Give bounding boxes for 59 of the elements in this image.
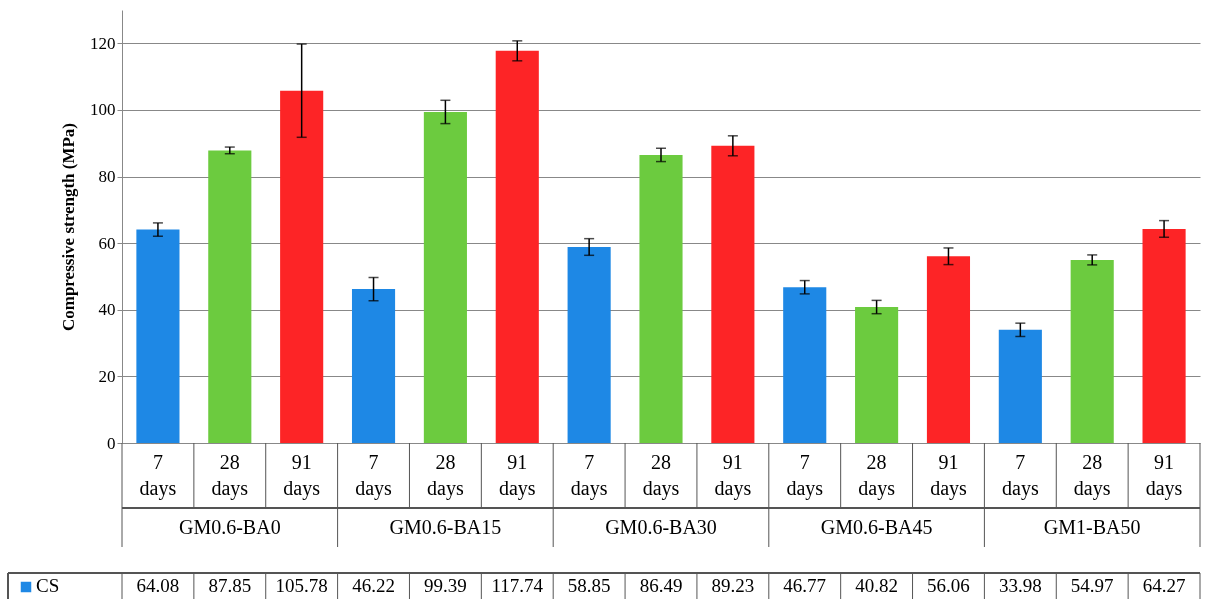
x-tick-label: 91 days — [498, 451, 536, 500]
legend-label: CS — [36, 575, 60, 596]
x-tick-label: 7 days — [355, 451, 393, 500]
text: GM0.6-BA30 — [605, 516, 717, 538]
x-tick-label: 7 days — [786, 451, 824, 500]
data-label: 89.23 — [711, 575, 755, 596]
bar — [1142, 228, 1186, 443]
x-tick-label: 91 days — [1145, 451, 1183, 500]
text: GM0.6-BA0 — [178, 516, 281, 538]
x-tick-label: 7 days — [570, 451, 608, 500]
bar — [639, 154, 683, 443]
x-tick-label: 28 days — [427, 451, 464, 500]
data-label: 64.27 — [1142, 575, 1186, 596]
bar — [351, 289, 396, 443]
data-label: 99.39 — [424, 575, 467, 596]
data-label: 105.78 — [275, 575, 328, 596]
data-label: 40.82 — [855, 575, 898, 596]
bar — [855, 307, 899, 443]
bar — [711, 145, 755, 443]
x-tick-label: 28 days — [1073, 451, 1111, 500]
y-tick-label: 20 — [98, 366, 116, 386]
y-tick-label: 120 — [90, 33, 116, 53]
data-label: 58.85 — [567, 575, 611, 596]
text: GM1-BA50 — [1043, 516, 1141, 538]
data-label: 56.06 — [927, 575, 970, 596]
bar — [208, 150, 252, 443]
bar — [495, 50, 539, 443]
data-label: 33.98 — [998, 575, 1042, 596]
data-label: 54.97 — [1070, 575, 1114, 596]
x-tick-label: 28 days — [211, 451, 249, 500]
y-tick-label: 0 — [107, 433, 116, 453]
bar — [926, 256, 971, 443]
bar — [136, 229, 180, 443]
x-tick-label: 7 days — [139, 451, 177, 500]
bar — [783, 287, 827, 443]
data-label: 86.49 — [639, 575, 683, 596]
x-tick-label: 7 days — [1002, 451, 1039, 500]
data-label: 117.74 — [491, 575, 544, 596]
bar — [998, 329, 1042, 443]
data-label: 46.22 — [352, 575, 395, 596]
bar — [1070, 259, 1114, 443]
y-tick-label: 100 — [90, 100, 116, 120]
data-label: 46.77 — [783, 575, 827, 596]
x-tick-label: 91 days — [714, 451, 752, 500]
text: GM0.6-BA15 — [389, 516, 502, 538]
data-label: 64.08 — [136, 575, 180, 596]
data-label: 87.85 — [208, 575, 252, 596]
x-tick-label: 91 days — [930, 451, 968, 500]
x-tick-label: 28 days — [858, 451, 896, 500]
bar — [423, 111, 467, 443]
y-tick-label: 40 — [98, 300, 116, 320]
y-axis-title: Compressive strength (MPa) — [59, 122, 78, 332]
y-tick-label: 60 — [98, 233, 116, 253]
y-tick-label: 80 — [98, 167, 116, 187]
bar — [280, 90, 324, 443]
x-tick-label: 91 days — [283, 451, 321, 500]
text: GM0.6-BA45 — [820, 516, 933, 538]
x-tick-label: 28 days — [642, 451, 680, 500]
bar — [567, 246, 611, 443]
